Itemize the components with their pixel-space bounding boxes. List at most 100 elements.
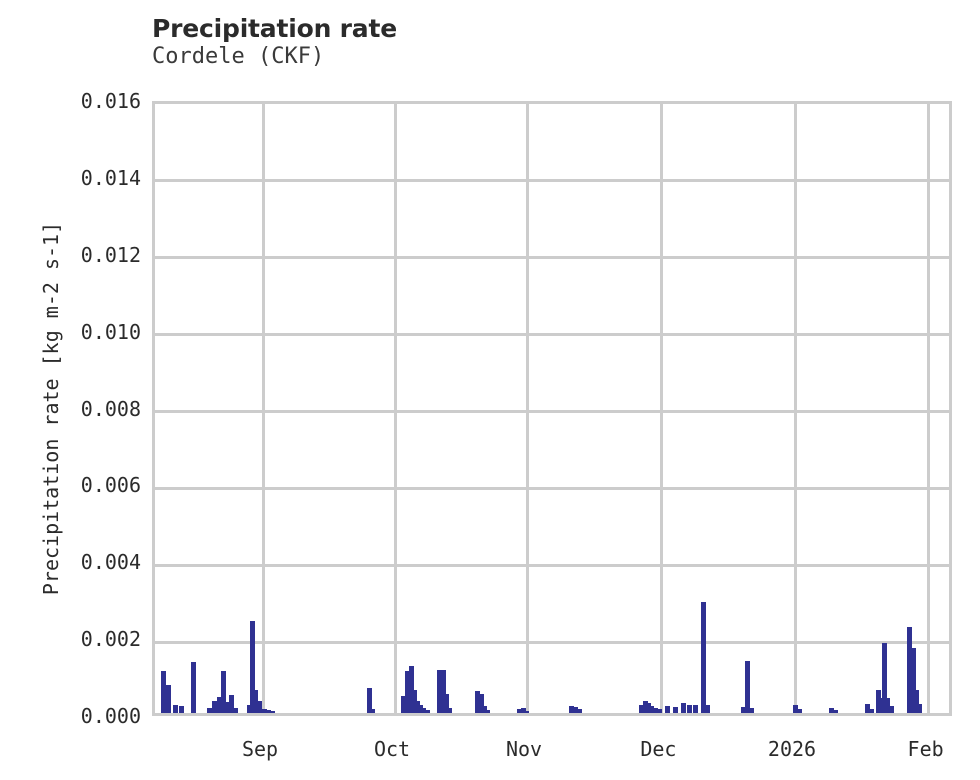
bar (576, 709, 582, 713)
bar (516, 709, 522, 713)
y-tick-label: 0.000 (80, 704, 141, 728)
bar (220, 670, 226, 713)
bar (421, 707, 427, 713)
vertical-gridline (393, 104, 397, 713)
bar (885, 697, 891, 713)
bar (792, 704, 798, 713)
bar (440, 669, 446, 713)
bar (914, 689, 920, 713)
bar (638, 705, 644, 713)
y-tick-label: 0.014 (80, 165, 141, 190)
y-tick-label: 0.006 (80, 473, 141, 498)
bar (680, 703, 686, 713)
bar (224, 702, 230, 713)
bar (882, 643, 888, 713)
bar (744, 660, 750, 713)
bar (704, 704, 710, 713)
bar (262, 709, 268, 713)
bar (256, 700, 262, 713)
horizontal-gridline (155, 179, 949, 183)
vertical-gridline (525, 104, 529, 713)
y-axis-tick-labels: 0.016 0.014 0.012 0.010 0.008 0.006 0.004 0.002… (0, 0, 141, 780)
bar (701, 601, 707, 713)
bar (246, 705, 252, 713)
plot-area (152, 101, 952, 716)
chart-header: Precipitation rate Cordele (CKF) (152, 14, 752, 71)
horizontal-gridline (155, 410, 949, 413)
bar (656, 709, 662, 713)
bar (740, 706, 746, 713)
bar (693, 705, 699, 713)
bar (829, 708, 835, 713)
bar (418, 704, 424, 713)
bar (228, 695, 234, 713)
bar (652, 708, 658, 713)
bar (485, 709, 491, 713)
bar (672, 706, 678, 713)
bar (216, 696, 222, 713)
bar (686, 704, 692, 713)
bar (414, 701, 420, 713)
x-tick-label: Sep (241, 737, 279, 761)
y-tick-label: 0.010 (80, 319, 141, 344)
bar (405, 670, 411, 713)
bar (917, 703, 923, 713)
y-tick-label: 0.016 (80, 89, 141, 113)
bar (411, 689, 417, 713)
bar (206, 708, 212, 713)
vertical-gridline (927, 104, 931, 713)
bar (748, 707, 754, 713)
bar (520, 707, 526, 713)
bar (878, 697, 884, 713)
bar (868, 709, 874, 713)
y-tick-label: 0.004 (80, 550, 141, 575)
bar (424, 709, 430, 713)
bar (482, 706, 488, 713)
bar (190, 662, 196, 713)
bar (523, 710, 529, 713)
x-tick-label: Nov (505, 737, 543, 761)
bar (568, 706, 574, 713)
bar (253, 689, 259, 713)
bar (796, 709, 802, 713)
bar (664, 706, 670, 713)
bar (906, 626, 912, 713)
bar (642, 701, 648, 713)
x-tick-label: 2026 (767, 737, 817, 761)
bar (864, 703, 870, 713)
bar (888, 706, 894, 713)
horizontal-gridline (155, 563, 949, 567)
horizontal-gridline (155, 333, 949, 337)
bar (266, 709, 272, 713)
bar (166, 685, 172, 713)
bar (833, 709, 839, 713)
bar (178, 706, 184, 713)
bar (408, 666, 414, 713)
y-tick-label: 0.008 (80, 396, 141, 421)
bar (646, 703, 652, 713)
bar (572, 706, 578, 713)
bar (270, 710, 276, 713)
y-tick-label: 0.012 (80, 242, 141, 267)
horizontal-gridline (155, 486, 949, 490)
chart-subtitle: Cordele (CKF) (152, 44, 325, 69)
x-tick-label: Dec (640, 737, 677, 761)
bar (875, 689, 881, 713)
bar (446, 708, 452, 713)
bar (400, 696, 406, 713)
bar (474, 691, 480, 713)
x-tick-label: Feb (907, 737, 944, 761)
bar (250, 620, 256, 713)
bar (370, 709, 376, 713)
bar (649, 706, 655, 713)
horizontal-gridline (155, 256, 949, 260)
bar (436, 669, 442, 713)
vertical-gridline (659, 104, 663, 713)
bar (366, 687, 372, 713)
x-tick-label: Oct (373, 737, 411, 761)
bar (211, 701, 217, 713)
bar (172, 705, 178, 713)
bar (478, 693, 484, 713)
bar (232, 708, 238, 713)
